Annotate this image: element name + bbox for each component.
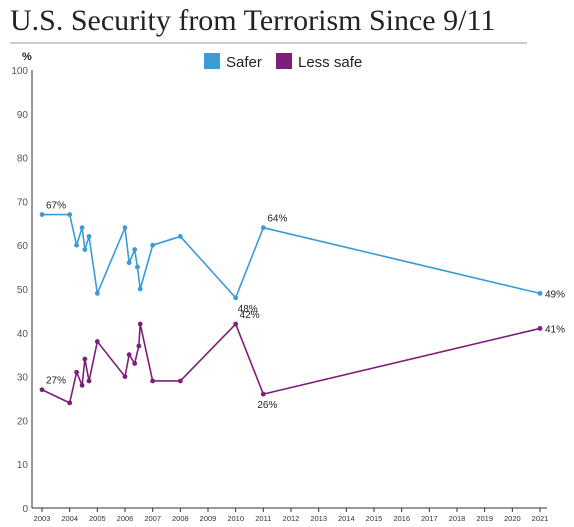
x-tick-label: 2021 [532,514,549,523]
data-point-safer [74,242,79,248]
x-tick-label: 2007 [144,514,161,523]
x-tick-label: 2014 [338,514,355,523]
y-tick-label: 100 [11,66,28,77]
y-tick-label: 80 [17,154,29,165]
data-point-safer [94,290,100,296]
data-point-safer [39,212,45,217]
legend-swatch-less-safe [276,53,292,69]
x-tick-label: 2008 [172,514,189,523]
data-label-safer: 49% [545,289,565,300]
x-tick-label: 2003 [34,514,51,523]
chart-title: U.S. Security from Terrorism Since 9/11 [10,4,495,37]
data-label-safer: 64% [267,214,287,225]
data-point-less-safe [39,387,45,393]
x-tick-label: 2009 [200,514,217,523]
y-tick-label: 50 [17,285,29,296]
data-point-safer [79,225,85,231]
legend-label-less-safe: Less safe [298,54,362,71]
x-tick-label: 2012 [283,514,300,523]
data-label-safer: 67% [46,201,66,212]
x-tick-label: 2010 [227,514,244,523]
x-tick-label: 2006 [117,514,134,523]
data-label-less-safe: 27% [46,376,66,387]
data-point-safer [177,234,183,239]
data-point-safer [135,264,140,270]
y-tick-label: 10 [17,460,29,471]
x-tick-label: 2020 [504,514,521,523]
x-tick-label: 2005 [89,514,106,523]
data-labels: 67% 48% 64% 49% 27% 42% 26% 41% [46,201,565,412]
data-label-less-safe: 42% [240,310,260,321]
data-point-less-safe [94,339,100,344]
y-axis-unit-label: % [22,51,32,63]
y-tick-label: 60 [17,241,29,252]
y-axis-ticks: 0 10 20 30 40 50 60 70 80 90 100 [11,66,28,515]
data-point-less-safe [260,391,266,397]
data-label-safer: 48% [238,304,258,315]
data-point-safer [233,295,239,301]
data-point-less-safe [136,343,142,349]
x-tick-label: 2017 [421,514,438,523]
x-tick-label: 2015 [366,514,383,523]
series-line-safer [42,213,541,299]
data-point-safer [260,225,266,231]
data-label-less-safe: 41% [545,324,565,335]
data-label-less-safe: 26% [257,400,277,411]
axes [31,70,547,509]
data-point-less-safe [82,356,88,362]
y-tick-label: 40 [17,329,29,340]
x-tick-label: 2019 [476,514,493,523]
data-point-less-safe [86,378,92,384]
data-point-safer [67,212,73,217]
data-point-safer [86,234,92,239]
data-point-less-safe [177,378,183,384]
data-point-safer [132,247,138,252]
data-point-less-safe [537,326,543,331]
data-point-safer [126,260,132,266]
x-tick-label: 2018 [449,514,466,523]
x-tick-label: 2016 [393,514,410,523]
legend-label-safer: Safer [226,54,262,71]
data-point-less-safe [67,400,73,406]
y-tick-label: 70 [17,197,29,208]
data-point-less-safe [137,321,143,327]
data-point-less-safe [74,369,79,375]
data-point-less-safe [233,321,239,327]
y-tick-label: 0 [22,504,28,515]
series-layer [39,212,543,406]
data-point-safer [150,242,156,248]
data-point-less-safe [132,361,138,366]
y-tick-label: 20 [17,416,29,427]
data-point-safer [537,290,543,296]
data-point-safer [82,247,88,252]
data-point-less-safe [79,382,85,388]
y-tick-label: 30 [17,373,29,384]
data-point-less-safe [150,378,156,384]
x-tick-label: 2013 [310,514,327,523]
x-axis-ticks: 2003 2004 2005 2006 2007 2008 2009 2010 2011 2012… [34,508,549,523]
x-tick-label: 2011 [255,514,271,523]
data-point-less-safe [122,374,128,379]
y-tick-label: 90 [17,110,29,121]
legend: Safer Less safe [204,53,362,71]
legend-swatch-safer [204,53,220,69]
x-tick-label: 2004 [61,514,78,523]
data-point-less-safe [126,352,132,358]
data-point-safer [137,286,143,292]
series-line-less-safe [41,323,541,404]
data-point-safer [122,225,128,231]
